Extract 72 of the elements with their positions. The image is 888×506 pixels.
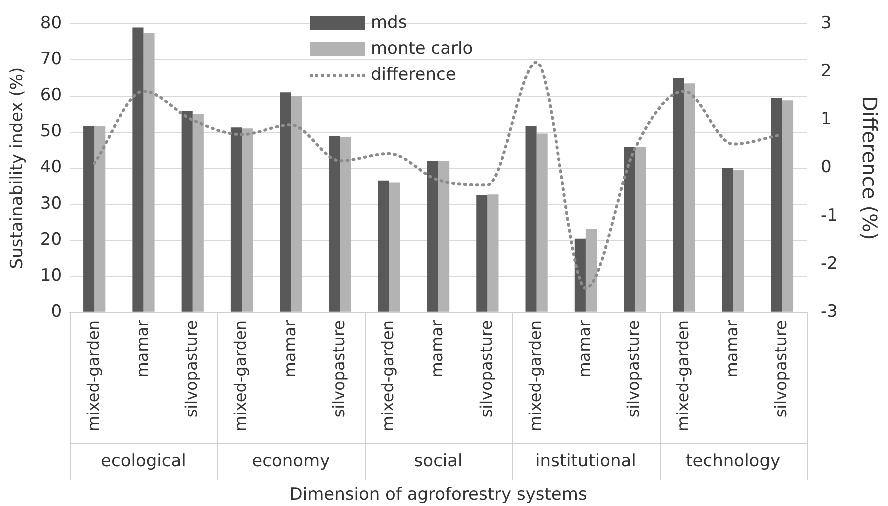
bar — [684, 84, 696, 312]
bar — [291, 96, 302, 312]
bar — [389, 182, 400, 312]
bar — [182, 111, 193, 312]
bar — [624, 147, 636, 312]
text: ecological — [101, 451, 186, 472]
bar — [340, 136, 352, 312]
bar — [733, 170, 744, 312]
y2-tick-label: 0 — [821, 158, 832, 178]
bar — [144, 33, 155, 312]
x-axis-title: Dimension of agroforestry systems — [290, 485, 588, 506]
text: institutional — [536, 451, 636, 472]
bar — [230, 128, 242, 312]
legend-label: monte carlo — [371, 39, 474, 59]
x-tick-label: mixed-garden — [673, 320, 692, 432]
y2-tick-label: 3 — [821, 14, 832, 34]
x-tick-label: mamar — [132, 320, 152, 378]
x-tick-label: silvopasture — [772, 320, 791, 418]
bar — [488, 194, 499, 312]
x-tick-label: mixed-garden — [84, 320, 103, 432]
y-tick-label: 10 — [40, 266, 62, 286]
bar — [280, 92, 292, 312]
y-tick-label: 80 — [40, 14, 62, 34]
y-axis-title: Sustainability index (%) — [8, 67, 28, 270]
x-tick-label: mamar — [575, 320, 594, 378]
x-tick-label: silvopasture — [182, 320, 202, 418]
x-tick-label: mixed-garden — [526, 320, 545, 432]
bar — [378, 180, 390, 312]
bar — [782, 100, 794, 312]
bar — [635, 147, 646, 312]
y-tick-label: 60 — [40, 86, 62, 106]
x-tick-label: mixed-garden — [378, 320, 398, 432]
bar — [427, 161, 439, 312]
y-tick-label: 30 — [40, 194, 62, 214]
y2-tick-label: -2 — [821, 254, 838, 274]
bar — [586, 230, 597, 312]
x-tick-label: silvopasture — [624, 320, 644, 418]
bar — [329, 136, 340, 312]
x-tick-label: silvopasture — [329, 320, 348, 418]
text: economy — [252, 451, 330, 472]
y2-tick-label: -3 — [821, 302, 838, 322]
y-tick-label: 0 — [51, 302, 62, 322]
bar — [242, 128, 254, 312]
bar — [771, 98, 782, 312]
legend-label: mds — [371, 13, 408, 33]
bar — [673, 78, 684, 312]
bar — [94, 126, 106, 312]
y-tick-label: 70 — [40, 50, 62, 70]
y-tick-label: 20 — [40, 230, 62, 250]
bar — [84, 126, 95, 312]
bar — [536, 134, 548, 312]
x-tick-label: mamar — [722, 320, 742, 378]
bar — [438, 161, 450, 312]
y2-tick-label: 2 — [821, 62, 832, 82]
x-tick-label: silvopasture — [476, 320, 496, 418]
y-tick-label: 40 — [40, 158, 62, 178]
y2-tick-label: 1 — [821, 110, 832, 130]
x-tick-label: mixed-garden — [231, 320, 250, 432]
bar — [132, 28, 144, 312]
bar — [192, 114, 204, 312]
y2-tick-label: -1 — [821, 206, 838, 226]
y2-axis-title: Difference (%) — [858, 96, 882, 240]
text: technology — [686, 451, 781, 472]
legend-label: difference — [371, 65, 456, 85]
text: social — [414, 451, 463, 472]
y-tick-label: 50 — [40, 122, 62, 142]
x-tick-label: mamar — [428, 320, 447, 378]
bar — [722, 168, 734, 312]
bar — [476, 195, 488, 312]
bar — [526, 126, 537, 312]
x-tick-label: mamar — [280, 320, 300, 378]
bar — [574, 238, 586, 312]
